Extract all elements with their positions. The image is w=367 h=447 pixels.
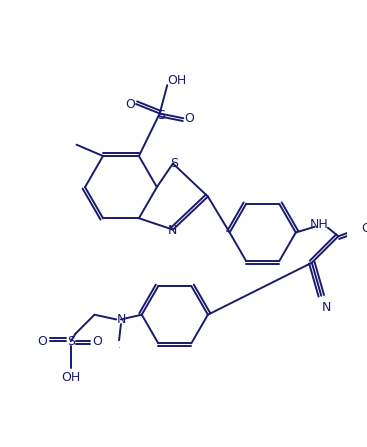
Text: O: O [126, 97, 135, 110]
Text: M: M [119, 347, 120, 348]
Text: S: S [67, 335, 75, 348]
Text: NH: NH [310, 219, 329, 232]
Text: S: S [157, 109, 165, 122]
Text: N: N [321, 301, 331, 314]
Text: O: O [37, 335, 47, 348]
Text: O: O [184, 112, 194, 125]
Text: O: O [362, 222, 367, 235]
Text: N: N [116, 313, 126, 326]
Text: OH: OH [167, 74, 186, 87]
Text: OH: OH [61, 371, 80, 384]
Text: O: O [92, 335, 102, 348]
Text: S: S [170, 157, 178, 170]
Text: N: N [167, 224, 177, 237]
